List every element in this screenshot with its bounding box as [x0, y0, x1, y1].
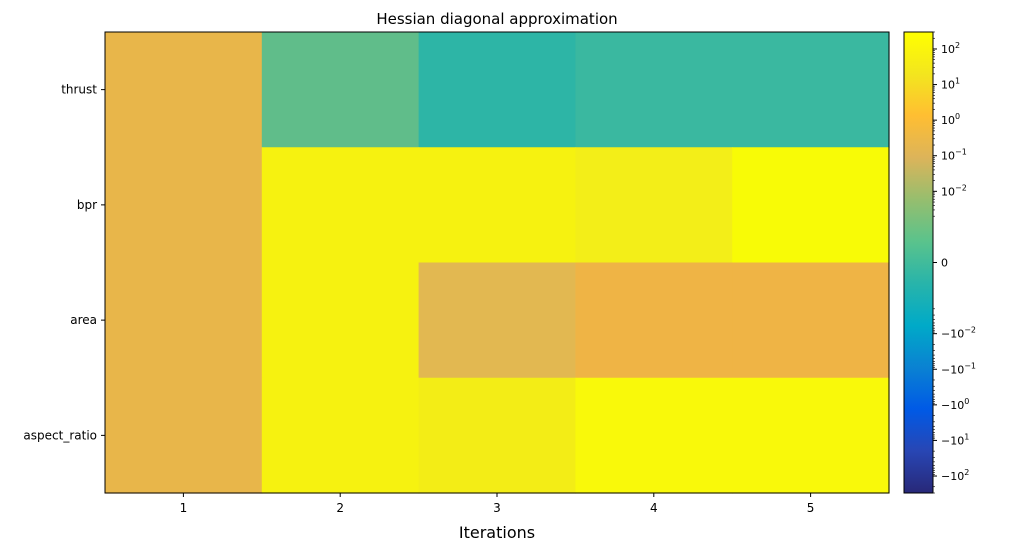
- colorbar-tick-label: −100: [941, 397, 969, 412]
- heatmap-cell: [418, 262, 576, 379]
- heatmap-cell: [418, 147, 576, 264]
- heatmap-cell: [575, 32, 733, 148]
- colorbar-tick-label: −10−1: [941, 361, 976, 376]
- x-tick-label: 1: [180, 501, 188, 515]
- heatmap-cell: [575, 147, 733, 264]
- heatmap-cells: [105, 32, 890, 494]
- colorbar-tick-label: −102: [941, 468, 969, 483]
- heatmap-cell: [105, 32, 263, 148]
- colorbar-ticks: 102 101 100 10−1 10−2 0 −10−2 −10−1 −100 −101 −102: [933, 31, 976, 494]
- y-axis: thrust bpr area aspect_ratio: [23, 83, 105, 442]
- colorbar-tick-label: −101: [941, 432, 969, 447]
- colorbar-tick-label: 0: [941, 257, 948, 270]
- heatmap-cell: [732, 377, 890, 494]
- heatmap-cell: [261, 32, 420, 148]
- colorbar: [903, 31, 934, 494]
- colorbar-tick-label: 100: [941, 112, 960, 127]
- heatmap-cell: [575, 377, 733, 494]
- x-axis: 1 2 3 4 5: [180, 493, 815, 515]
- heatmap-cell: [732, 147, 890, 264]
- x-tick-label: 3: [493, 501, 501, 515]
- x-tick-label: 5: [807, 501, 815, 515]
- heatmap-cell: [105, 262, 263, 379]
- y-tick-label: area: [70, 313, 97, 327]
- colorbar-tick-label: 10−1: [941, 148, 967, 163]
- heatmap-cell: [105, 147, 263, 264]
- heatmap-cell: [575, 262, 733, 379]
- heatmap-cell: [418, 32, 576, 148]
- heatmap-cell: [261, 147, 420, 264]
- x-axis-label: Iterations: [459, 523, 535, 542]
- colorbar-tick-label: −10−2: [941, 326, 976, 341]
- y-tick-label: aspect_ratio: [23, 428, 97, 442]
- heatmap-cell: [261, 377, 420, 494]
- x-tick-label: 4: [650, 501, 658, 515]
- colorbar-tick-label: 10−2: [941, 183, 967, 198]
- y-tick-label: bpr: [77, 198, 97, 212]
- heatmap-cell: [105, 377, 263, 494]
- heatmap-cell: [732, 32, 890, 148]
- y-tick-label: thrust: [61, 83, 97, 97]
- heatmap-cell: [418, 377, 576, 494]
- heatmap-cell: [261, 262, 420, 379]
- colorbar-tick-label: 102: [941, 41, 960, 56]
- colorbar-tick-label: 101: [941, 77, 960, 92]
- heatmap-cell: [732, 262, 890, 379]
- x-tick-label: 2: [336, 501, 344, 515]
- chart-title: Hessian diagonal approximation: [376, 10, 617, 28]
